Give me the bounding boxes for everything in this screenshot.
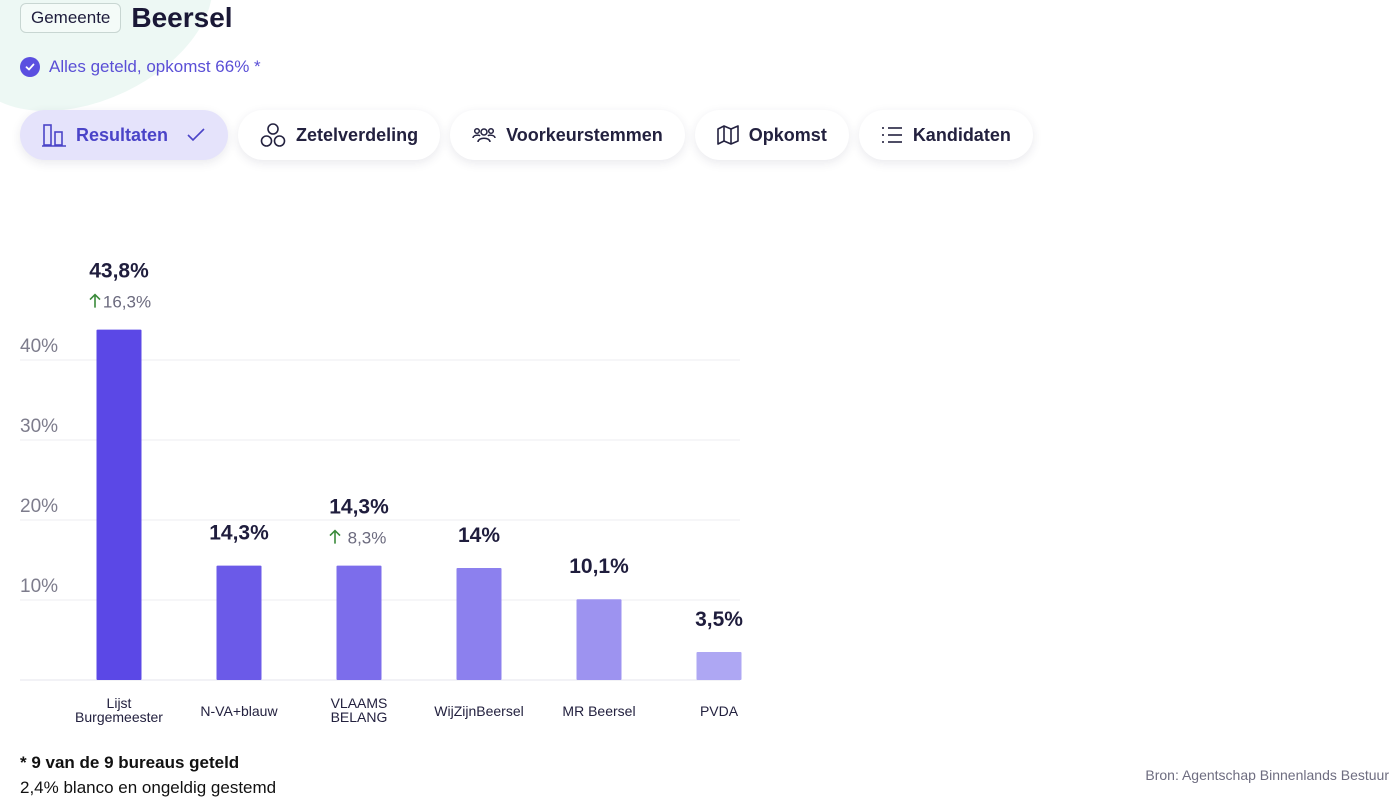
tab-label: Voorkeurstemmen <box>506 124 663 145</box>
tab-label: Kandidaten <box>912 124 1011 145</box>
bar <box>696 652 742 680</box>
category-label: PVDA <box>700 703 739 719</box>
results-tabs: Resultaten Zetelverdeling Voorkeurstemme… <box>20 110 1033 160</box>
check-circle-icon <box>20 57 40 77</box>
category-label: Burgemeester <box>75 709 163 725</box>
value-label: 3,5% <box>695 608 743 631</box>
tab-label: Zetelverdeling <box>296 124 419 145</box>
change-label: 16,3% <box>103 293 151 312</box>
bar <box>456 568 502 680</box>
value-label: 43,8% <box>89 260 149 283</box>
bar <box>336 565 382 680</box>
value-label: 14% <box>458 524 500 547</box>
y-tick-label: 40% <box>20 336 58 357</box>
value-label: 14,3% <box>209 522 269 545</box>
tab-label: Resultaten <box>76 124 169 145</box>
tab-resultaten[interactable]: Resultaten <box>20 110 229 160</box>
municipality-badge: Gemeente <box>20 3 122 33</box>
category-label: MR Beersel <box>562 703 635 719</box>
bar <box>96 329 142 680</box>
up-arrow-icon <box>329 529 341 544</box>
status-text: Alles geteld, opkomst 66% * <box>49 57 261 76</box>
up-arrow-icon <box>89 293 101 308</box>
tab-voorkeurstemmen[interactable]: Voorkeurstemmen <box>450 110 685 160</box>
page-title: Beersel <box>131 2 233 33</box>
page-header: Gemeente Beersel <box>20 2 233 34</box>
y-tick-label: 10% <box>20 576 58 597</box>
category-label: VLAAMS <box>331 695 388 711</box>
blanco-note: 2,4% blanco en ongeldig gestemd <box>20 778 277 797</box>
tab-opkomst[interactable]: Opkomst <box>694 110 849 160</box>
y-tick-label: 20% <box>20 496 58 517</box>
checkmark-icon <box>186 127 206 143</box>
source-credit: Bron: Agentschap Binnenlands Bestuur <box>1145 767 1389 783</box>
list-icon <box>881 126 903 144</box>
bar-chart-icon <box>42 123 66 147</box>
map-icon <box>716 125 739 145</box>
tab-zetelverdeling[interactable]: Zetelverdeling <box>238 110 441 160</box>
category-label: BELANG <box>331 709 388 725</box>
tab-kandidaten[interactable]: Kandidaten <box>858 110 1033 160</box>
seats-icon <box>260 122 286 148</box>
category-label: Lijst <box>107 695 132 711</box>
value-label: 10,1% <box>569 555 629 578</box>
y-tick-label: 30% <box>20 416 58 437</box>
value-label: 14,3% <box>329 496 389 519</box>
bar <box>576 599 622 680</box>
category-label: N-VA+blauw <box>200 703 278 719</box>
change-label: 8,3% <box>348 529 387 548</box>
bureaus-note: * 9 van de 9 bureaus geteld <box>20 753 240 772</box>
tab-label: Opkomst <box>748 124 827 145</box>
bar <box>216 565 262 680</box>
people-icon <box>472 125 496 145</box>
category-label: WijZijnBeersel <box>434 703 523 719</box>
count-status: Alles geteld, opkomst 66% * <box>20 57 261 77</box>
